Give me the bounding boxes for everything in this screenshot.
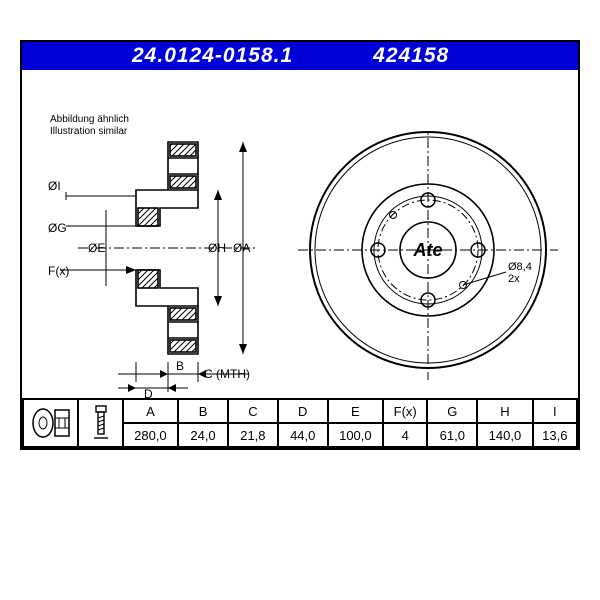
label-C: C (MTH) bbox=[204, 367, 250, 381]
val-I: 13,6 bbox=[533, 423, 577, 447]
technical-drawing: ØI ØG ØE ØH ØA F bbox=[48, 130, 578, 400]
col-E: E bbox=[328, 399, 383, 423]
col-A: A bbox=[123, 399, 178, 423]
val-H: 140,0 bbox=[477, 423, 532, 447]
col-I: I bbox=[533, 399, 577, 423]
caption-de: Abbildung ähnlich bbox=[50, 114, 129, 126]
label-I: ØI bbox=[48, 179, 61, 193]
product-frame: 24.0124-0158.1 424158 Abbildung ähnlich … bbox=[20, 40, 580, 450]
spec-header-row: A B C D E F(x) G H I bbox=[23, 399, 577, 423]
val-D: 44,0 bbox=[278, 423, 328, 447]
header-bar: 24.0124-0158.1 424158 bbox=[22, 42, 578, 70]
label-E: ØE bbox=[88, 241, 105, 255]
side-section-view: ØI ØG ØE ØH ØA F bbox=[48, 142, 258, 400]
front-face-view: Ø8,4 2x Ate bbox=[298, 130, 558, 380]
label-G: ØG bbox=[48, 221, 67, 235]
short-code: 424158 bbox=[373, 44, 449, 68]
val-F: 4 bbox=[383, 423, 427, 447]
part-number: 24.0124-0158.1 bbox=[132, 44, 293, 68]
spec-table: A B C D E F(x) G H I 280,0 24,0 21,8 44,… bbox=[22, 398, 578, 448]
col-H: H bbox=[477, 399, 532, 423]
col-G: G bbox=[427, 399, 477, 423]
label-A: ØA bbox=[233, 241, 250, 255]
pinhole-count-label: 2x bbox=[508, 273, 520, 285]
disc-type-icon bbox=[23, 399, 78, 447]
col-C: C bbox=[228, 399, 278, 423]
brand-logo: Ate bbox=[412, 240, 442, 260]
val-B: 24,0 bbox=[178, 423, 228, 447]
pinhole-dia-label: Ø8,4 bbox=[508, 261, 532, 273]
label-B: B bbox=[176, 359, 184, 373]
val-A: 280,0 bbox=[123, 423, 178, 447]
col-D: D bbox=[278, 399, 328, 423]
label-H: ØH bbox=[208, 241, 226, 255]
val-E: 100,0 bbox=[328, 423, 383, 447]
val-G: 61,0 bbox=[427, 423, 477, 447]
bolt-icon bbox=[78, 399, 122, 447]
col-F: F(x) bbox=[383, 399, 427, 423]
col-B: B bbox=[178, 399, 228, 423]
label-F: F(x) bbox=[48, 264, 69, 278]
val-C: 21,8 bbox=[228, 423, 278, 447]
